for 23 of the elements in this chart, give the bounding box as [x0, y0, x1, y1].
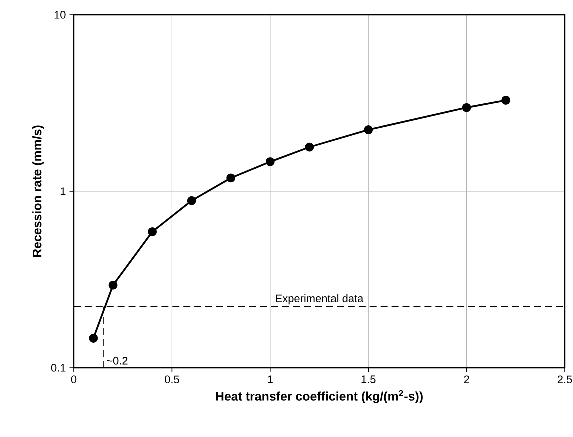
x-tick-label: 2 [464, 376, 470, 384]
x-tick-label: 1 [268, 376, 273, 384]
y-axis-title: Recession rate (mm/s) [32, 126, 44, 258]
x-tick-label: 0.5 [165, 376, 180, 384]
y-tick-label: 0.1 [51, 364, 66, 372]
point [462, 103, 472, 112]
point [226, 174, 236, 183]
point [187, 196, 196, 206]
point [266, 157, 275, 166]
x-tick-label: 0 [71, 376, 77, 384]
point [305, 142, 314, 152]
x-axis-title: Heat transfer coefficient (kg/(m$^{2}$-s)) [216, 390, 423, 404]
point [148, 227, 158, 236]
y-tick-label: 1 [60, 188, 66, 196]
x-tick-label: 1.5 [362, 376, 376, 384]
ref-line-label: ~0.2 [107, 357, 128, 365]
x-tick-label: 2.5 [558, 376, 572, 384]
y-tick-label: 10 [54, 11, 66, 19]
point [502, 96, 511, 105]
ref-line-label: Experimental data [276, 294, 364, 305]
point [108, 280, 118, 290]
point [89, 334, 98, 343]
point [364, 126, 374, 135]
